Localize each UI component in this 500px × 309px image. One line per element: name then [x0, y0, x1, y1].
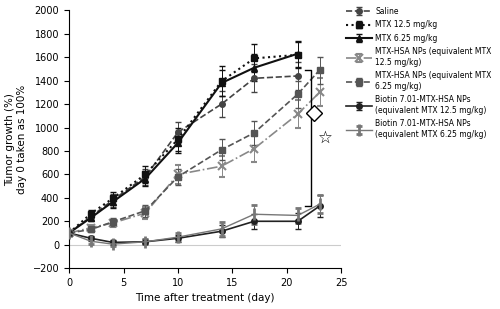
X-axis label: Time after treatment (day): Time after treatment (day)	[136, 294, 275, 303]
Text: ☆: ☆	[318, 129, 332, 147]
Legend: Saline, MTX 12.5 mg/kg, MTX 6.25 mg/kg, MTX-HSA NPs (equivalent MTX
12.5 mg/kg),: Saline, MTX 12.5 mg/kg, MTX 6.25 mg/kg, …	[344, 5, 494, 140]
Y-axis label: Tumor growth (%)
day 0 taken as 100%: Tumor growth (%) day 0 taken as 100%	[6, 85, 27, 194]
